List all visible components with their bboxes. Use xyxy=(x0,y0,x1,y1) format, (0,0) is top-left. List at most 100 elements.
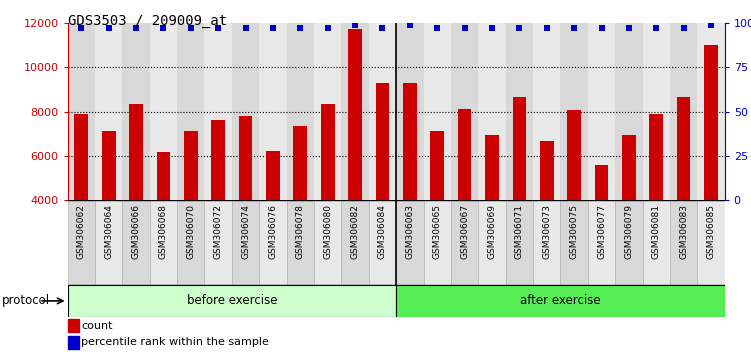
Point xyxy=(623,25,635,31)
Text: GSM306072: GSM306072 xyxy=(214,204,223,259)
Bar xyxy=(478,200,505,285)
Text: percentile rank within the sample: percentile rank within the sample xyxy=(81,337,270,347)
Point xyxy=(431,25,443,31)
Bar xyxy=(403,83,417,289)
Text: GSM306080: GSM306080 xyxy=(323,204,332,259)
Point xyxy=(294,25,306,31)
Bar xyxy=(149,23,177,200)
Text: GSM306085: GSM306085 xyxy=(707,204,716,259)
Bar xyxy=(314,200,342,285)
Bar xyxy=(68,23,95,200)
Bar xyxy=(95,23,122,200)
Bar xyxy=(294,126,307,289)
Bar xyxy=(424,23,451,200)
Bar xyxy=(451,200,478,285)
Bar xyxy=(458,109,472,289)
Bar xyxy=(259,23,287,200)
Bar xyxy=(287,200,314,285)
Bar xyxy=(102,131,116,289)
Bar xyxy=(567,110,581,289)
Text: GSM306083: GSM306083 xyxy=(679,204,688,259)
Text: GSM306064: GSM306064 xyxy=(104,204,113,259)
Point xyxy=(568,25,580,31)
Bar xyxy=(232,23,259,200)
Bar xyxy=(588,200,615,285)
Point xyxy=(75,25,87,31)
Bar xyxy=(149,200,177,285)
Text: GSM306067: GSM306067 xyxy=(460,204,469,259)
Point xyxy=(514,25,526,31)
Bar xyxy=(156,153,170,289)
Text: GDS3503 / 209009_at: GDS3503 / 209009_at xyxy=(68,14,227,28)
Bar xyxy=(239,116,252,289)
Point xyxy=(267,25,279,31)
Bar xyxy=(698,23,725,200)
Text: GSM306063: GSM306063 xyxy=(406,204,415,259)
Bar xyxy=(650,114,663,289)
Bar xyxy=(505,23,533,200)
Bar xyxy=(397,200,424,285)
Bar xyxy=(430,131,444,289)
Bar xyxy=(677,97,690,289)
Text: GSM306071: GSM306071 xyxy=(515,204,524,259)
Text: GSM306076: GSM306076 xyxy=(268,204,277,259)
Bar xyxy=(376,83,389,289)
Point xyxy=(349,22,361,28)
Text: GSM306062: GSM306062 xyxy=(77,204,86,259)
Point xyxy=(240,25,252,31)
Bar xyxy=(232,200,259,285)
Bar xyxy=(348,29,362,289)
Bar xyxy=(122,23,149,200)
Text: GSM306074: GSM306074 xyxy=(241,204,250,259)
Bar xyxy=(369,23,397,200)
Text: GSM306084: GSM306084 xyxy=(378,204,387,259)
Bar xyxy=(204,200,232,285)
Point xyxy=(404,22,416,28)
Point xyxy=(596,25,608,31)
Text: protocol: protocol xyxy=(2,295,50,307)
Point xyxy=(130,25,142,31)
Bar xyxy=(68,336,80,349)
Point xyxy=(541,25,553,31)
Text: GSM306078: GSM306078 xyxy=(296,204,305,259)
Bar xyxy=(560,23,588,200)
Text: GSM306081: GSM306081 xyxy=(652,204,661,259)
Bar xyxy=(68,285,397,317)
Bar xyxy=(321,104,334,289)
Bar xyxy=(68,200,95,285)
Bar xyxy=(177,200,204,285)
Point xyxy=(650,25,662,31)
Bar xyxy=(287,23,314,200)
Point xyxy=(213,25,225,31)
Text: GSM306082: GSM306082 xyxy=(351,204,360,259)
Text: before exercise: before exercise xyxy=(186,295,277,307)
Bar xyxy=(478,23,505,200)
Bar xyxy=(342,200,369,285)
Bar xyxy=(560,200,588,285)
Bar xyxy=(643,200,670,285)
Bar xyxy=(588,23,615,200)
Bar xyxy=(615,23,643,200)
Bar xyxy=(512,97,526,289)
Point xyxy=(185,25,197,31)
Bar xyxy=(177,23,204,200)
Bar xyxy=(204,23,232,200)
Text: GSM306065: GSM306065 xyxy=(433,204,442,259)
Bar xyxy=(259,200,287,285)
Point xyxy=(376,25,388,31)
Bar xyxy=(698,200,725,285)
Bar xyxy=(643,23,670,200)
Bar xyxy=(670,200,698,285)
Bar xyxy=(74,114,88,289)
Point xyxy=(158,25,170,31)
Text: GSM306075: GSM306075 xyxy=(569,204,578,259)
Text: GSM306077: GSM306077 xyxy=(597,204,606,259)
Bar xyxy=(397,23,424,200)
Bar xyxy=(397,285,725,317)
Bar xyxy=(485,135,499,289)
Bar xyxy=(68,319,80,332)
Text: GSM306069: GSM306069 xyxy=(487,204,496,259)
Bar xyxy=(211,120,225,289)
Point xyxy=(459,25,471,31)
Bar xyxy=(314,23,342,200)
